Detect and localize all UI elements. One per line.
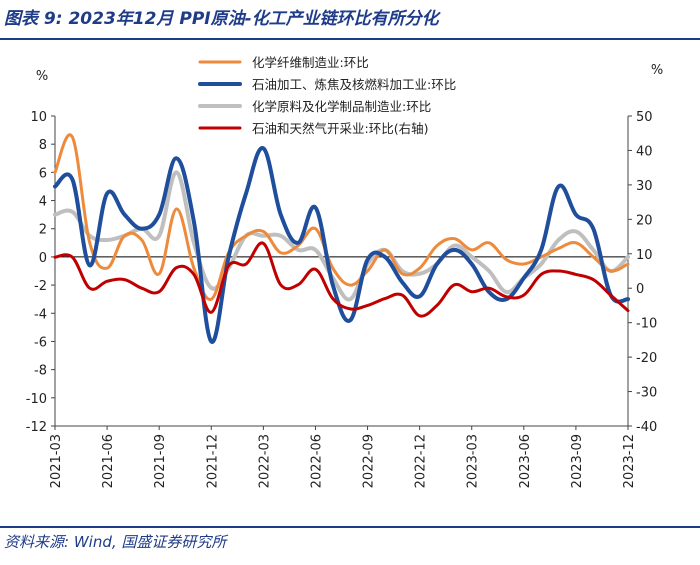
y-left-tick-label: 0 — [39, 251, 47, 266]
x-tick-label: 2023-06 — [518, 434, 533, 488]
legend-label-0: 化学纤维制造业:环比 — [252, 55, 369, 70]
y-right-tick-label: -10 — [636, 317, 657, 332]
y-left-tick-label: -10 — [26, 392, 47, 407]
y-left-tick-label: 8 — [39, 138, 47, 153]
y-left-tick-label: -2 — [34, 279, 47, 294]
y-left-tick-label: -4 — [34, 307, 47, 322]
legend-label-1: 石油加工、炼焦及核燃料加工业:环比 — [252, 77, 456, 92]
y-right-tick-label: 20 — [636, 213, 653, 228]
series-line-0 — [53, 133, 630, 301]
x-tick-label: 2021-06 — [101, 434, 116, 488]
series-line-1 — [53, 146, 630, 344]
y-right-tick-label: -30 — [636, 386, 657, 401]
y-right-tick-label: 30 — [636, 179, 653, 194]
x-tick-label: 2021-03 — [49, 434, 64, 488]
y-left-tick-label: 10 — [30, 110, 47, 125]
y-right-tick-label: 0 — [636, 282, 644, 297]
y-right-tick-label: -20 — [636, 351, 657, 366]
y-right-tick-label: -40 — [636, 420, 657, 435]
x-tick-label: 2021-12 — [205, 434, 220, 488]
bottom-divider — [0, 526, 700, 528]
y-right-tick-label: 50 — [636, 110, 653, 125]
figure-title: 图表 9: 2023年12月 PPI原油-化工产业链环比有所分化 — [4, 9, 439, 29]
y-right-tick-label: 10 — [636, 248, 653, 263]
y-left-tick-label: -12 — [26, 420, 47, 435]
y-axis-right-unit: % — [651, 63, 663, 78]
x-tick-label: 2022-03 — [257, 434, 272, 488]
y-left-tick-label: 4 — [39, 195, 47, 210]
x-tick-label: 2023-09 — [570, 434, 585, 488]
x-tick-label: 2022-09 — [362, 434, 377, 488]
series-layer — [53, 133, 630, 344]
x-tick-label: 2022-06 — [309, 434, 324, 488]
y-left-tick-label: -6 — [34, 335, 47, 350]
y-left-tick-label: 6 — [39, 166, 47, 181]
y-axis-left-unit: % — [36, 69, 48, 84]
source-note: 资料来源: Wind, 国盛证券研究所 — [4, 533, 227, 551]
y-left-tick-label: -8 — [34, 364, 47, 379]
legend-label-2: 化学原料及化学制品制造业:环比 — [252, 99, 431, 114]
x-tick-label: 2022-12 — [414, 434, 429, 488]
legend-label-3: 石油和天然气开采业:环比(右轴) — [252, 121, 428, 136]
legend-layer: 化学纤维制造业:环比石油加工、炼焦及核燃料加工业:环比化学原料及化学制品制造业:… — [198, 55, 456, 136]
y-right-tick-label: 40 — [636, 144, 653, 159]
chart-svg: % %1086420-2-4-6-8-10-1250403020100-10-20… — [26, 55, 663, 488]
x-tick-label: 2021-09 — [153, 434, 168, 488]
top-divider — [0, 38, 700, 40]
x-tick-label: 2023-03 — [466, 434, 481, 488]
x-tick-label: 2023-12 — [622, 434, 637, 488]
series-line-2 — [53, 170, 630, 302]
y-left-tick-label: 2 — [39, 223, 47, 238]
series-line-3 — [53, 241, 630, 318]
